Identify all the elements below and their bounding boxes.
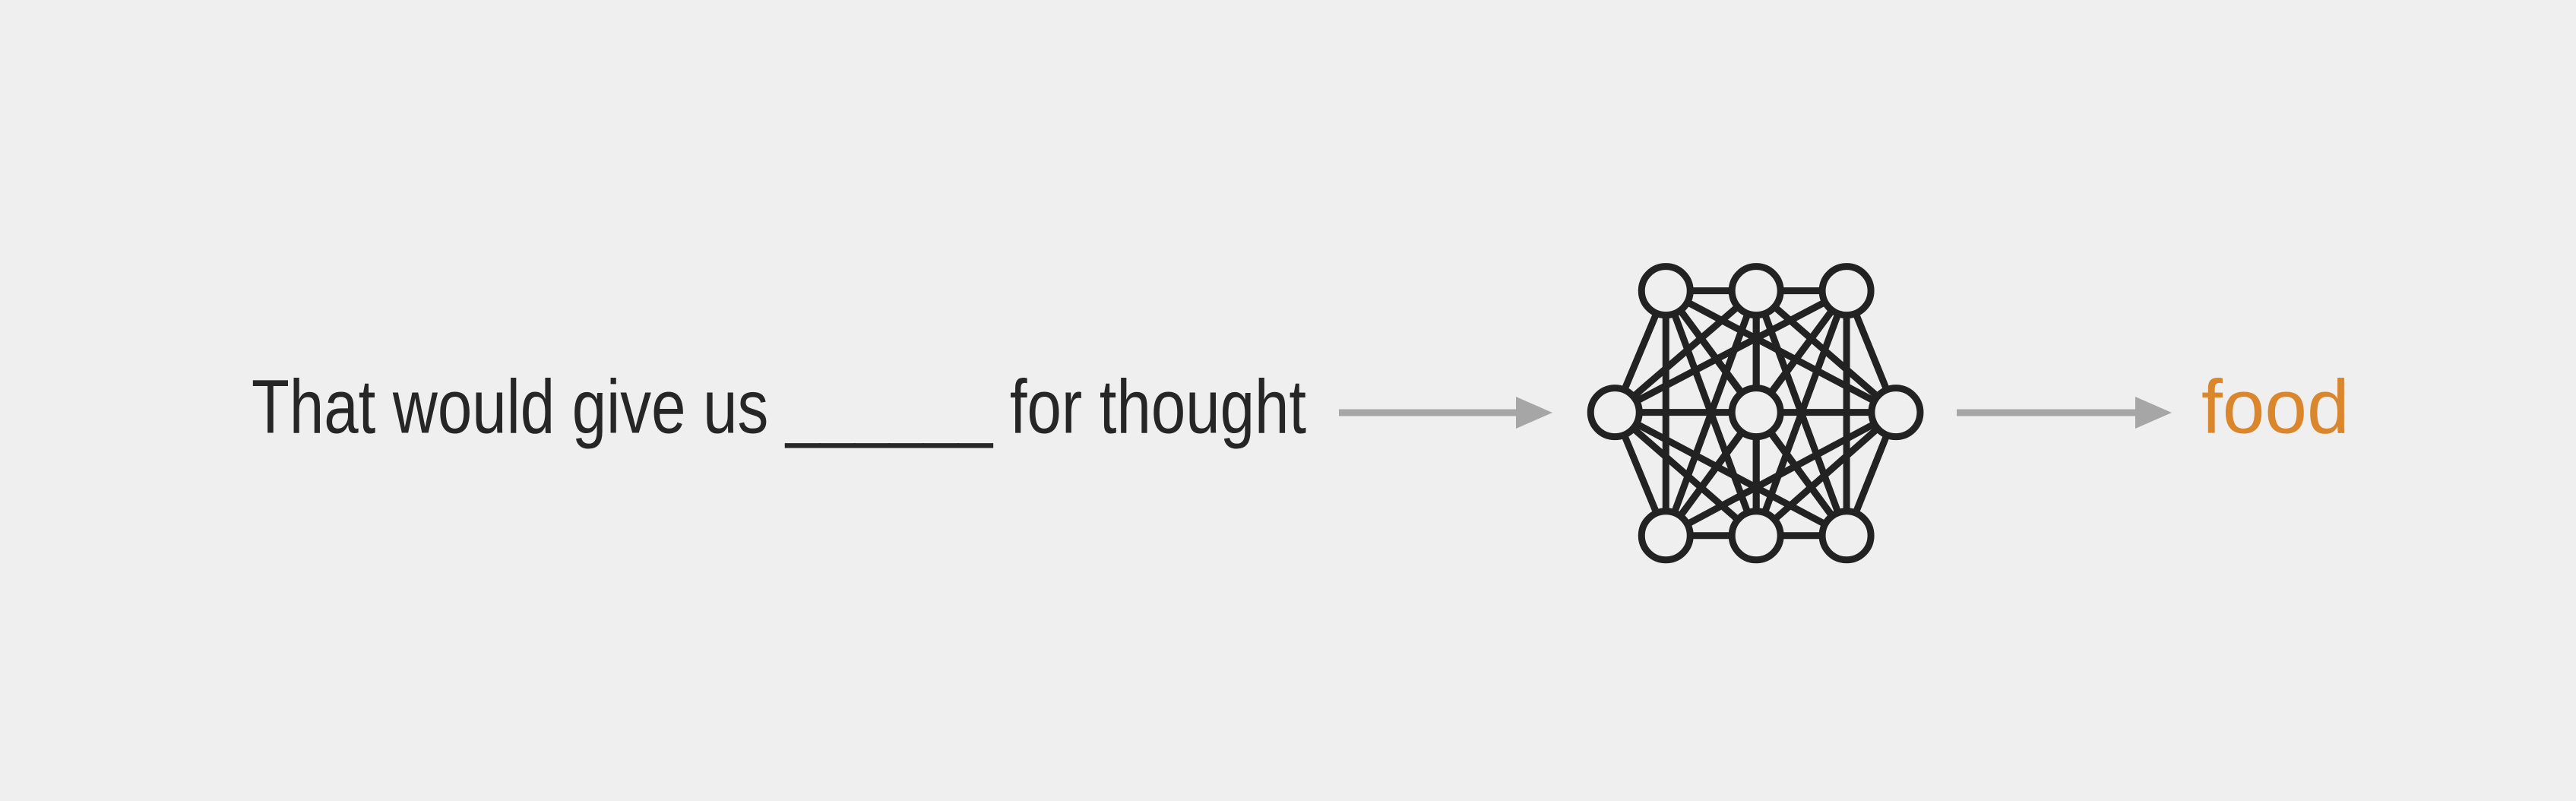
connection	[1663, 290, 1760, 537]
node	[1728, 385, 1784, 441]
connection	[1752, 290, 1850, 537]
node	[1818, 508, 1875, 564]
arrow	[1339, 397, 1552, 429]
input-sentence: That would give us ______ for thought	[252, 364, 1306, 449]
arrow	[1957, 397, 2172, 429]
neural-network	[1587, 263, 1924, 564]
node	[1638, 263, 1694, 319]
output-word: food	[2201, 364, 2350, 449]
node	[1728, 263, 1784, 319]
node	[1587, 385, 1643, 441]
node	[1728, 508, 1784, 564]
node	[1868, 385, 1924, 441]
node	[1818, 263, 1875, 319]
node	[1638, 508, 1694, 564]
